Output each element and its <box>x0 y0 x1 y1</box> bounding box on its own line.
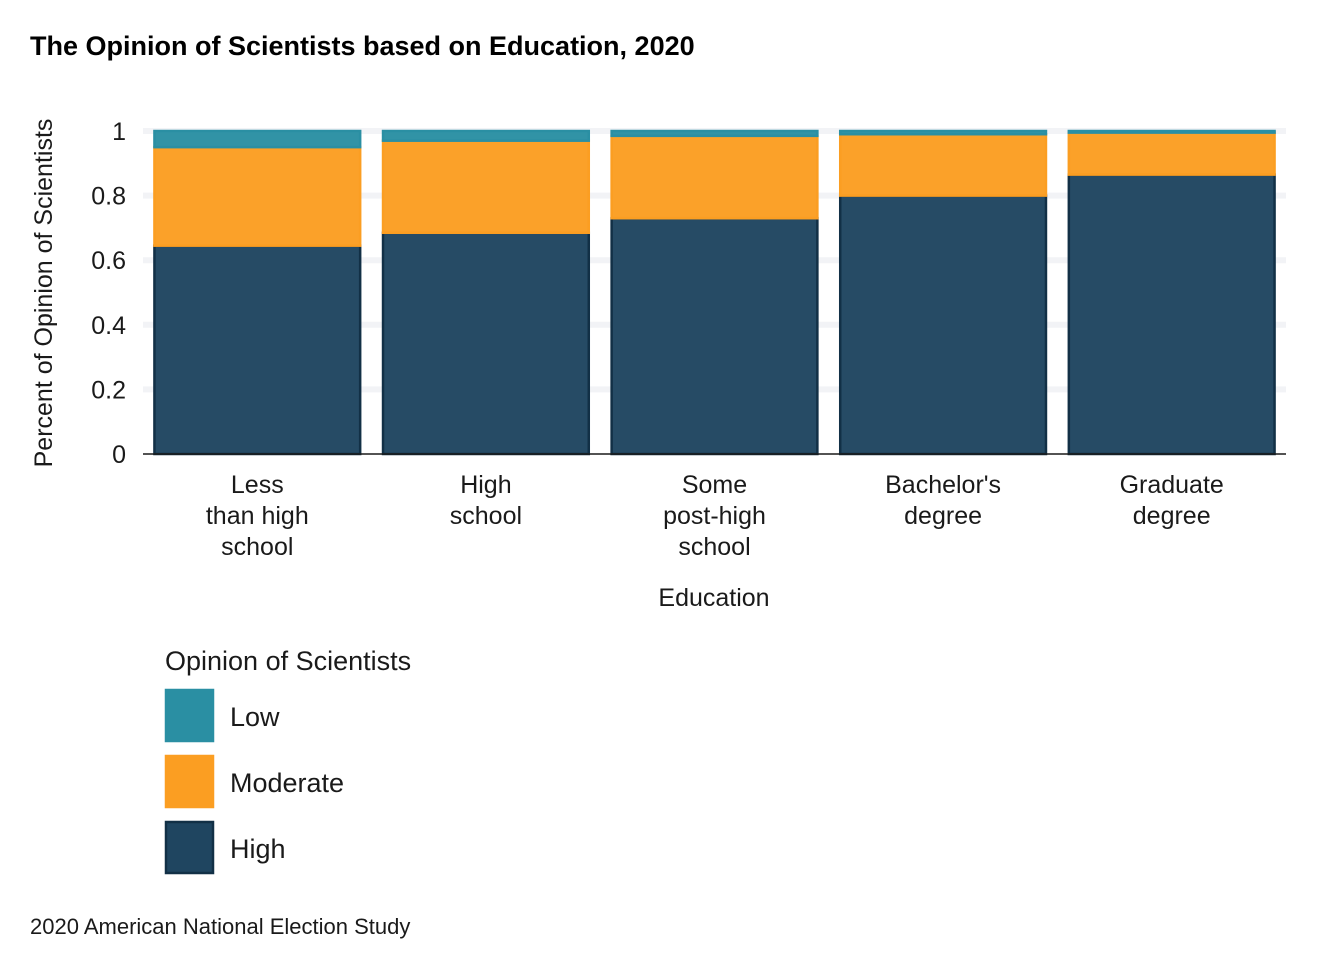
bars <box>153 129 1276 456</box>
y-tick-label: 0.2 <box>91 376 126 404</box>
bar-segment-moderate <box>381 139 591 234</box>
bar-segment-high <box>381 231 591 456</box>
legend-swatch-moderate <box>164 754 215 809</box>
legend-swatch-low <box>164 688 215 743</box>
x-tick-label: Less than high school <box>206 471 309 561</box>
bar-segment-moderate <box>153 145 362 247</box>
bar-segment-low <box>610 129 819 138</box>
y-tick-label: 0 <box>112 441 126 469</box>
x-tick-label: Some post-high school <box>663 471 766 561</box>
y-tick-label: 0.8 <box>91 183 126 211</box>
legend-label-low: Low <box>230 702 280 732</box>
legend: Low Moderate High <box>164 688 344 875</box>
bar-segment-low <box>381 129 591 142</box>
x-tick-label: High school <box>450 471 522 530</box>
bar-segment-low <box>1067 129 1276 134</box>
caption: 2020 American National Election Study <box>30 914 410 939</box>
legend-title: Opinion of Scientists <box>165 646 411 676</box>
bar-segment-moderate <box>1067 131 1276 176</box>
y-tick-label: 0.4 <box>91 312 126 340</box>
y-tick-label: 0.6 <box>91 247 126 275</box>
y-axis-label: Percent of Opinion of Scientists <box>30 119 58 468</box>
bar-segment-high <box>1067 173 1276 456</box>
legend-label-moderate: Moderate <box>230 768 344 798</box>
bar-segment-low <box>153 129 362 149</box>
chart-title: The Opinion of Scientists based on Educa… <box>30 31 695 61</box>
x-tick-label: Graduate degree <box>1120 471 1224 530</box>
legend-swatch-high <box>164 820 215 875</box>
bar-segment-low <box>838 129 1048 136</box>
x-axis-ticks: Less than high school High school Some post-hi… <box>206 471 1224 561</box>
bar-segment-moderate <box>610 134 819 220</box>
bar-segment-moderate <box>838 132 1048 197</box>
x-axis-label: Education <box>658 584 769 612</box>
bar-segment-high <box>610 216 819 456</box>
y-axis-ticks: 0 0.2 0.4 0.6 0.8 1 <box>91 118 126 469</box>
x-tick-label: Bachelor's degree <box>885 471 1001 530</box>
bar-segment-high <box>153 244 362 456</box>
legend-label-high: High <box>230 834 286 864</box>
y-tick-label: 1 <box>112 118 126 146</box>
bar-segment-high <box>838 194 1048 456</box>
